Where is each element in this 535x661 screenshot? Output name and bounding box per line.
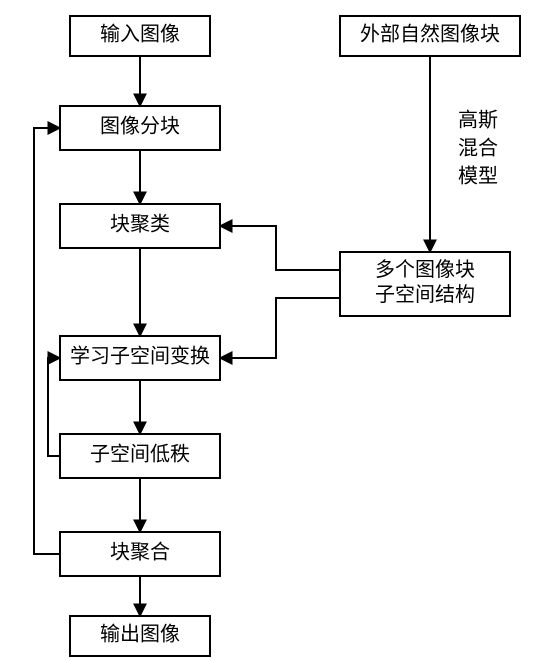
node-n_split: 图像分块: [60, 106, 220, 150]
edge-label: 模型: [458, 165, 498, 188]
node-n_cluster: 块聚类: [60, 204, 220, 248]
edge: [220, 298, 340, 358]
node-label: 学习子空间变换: [70, 345, 210, 368]
edge-label: 高斯: [458, 109, 498, 132]
node-label: 子空间结构: [375, 283, 475, 306]
node-n_output: 输出图像: [70, 616, 210, 656]
node-n_learn: 学习子空间变换: [60, 336, 220, 380]
node-n_sub: 多个图像块子空间结构: [340, 252, 510, 316]
node-label: 外部自然图像块: [360, 23, 500, 46]
node-n_merge: 块聚合: [60, 532, 220, 576]
node-n_ext: 外部自然图像块: [340, 16, 520, 56]
edge: [48, 358, 60, 456]
node-label: 子空间低秩: [90, 443, 190, 466]
edge-label: 混合: [458, 137, 498, 160]
node-label: 块聚类: [110, 213, 170, 236]
edge: [34, 128, 60, 554]
node-n_lowrank: 子空间低秩: [60, 434, 220, 478]
node-label: 输出图像: [100, 623, 180, 646]
node-label: 输入图像: [100, 23, 180, 46]
node-n_input: 输入图像: [70, 16, 210, 56]
node-label: 多个图像块: [375, 258, 475, 281]
edge: [220, 226, 340, 270]
node-label: 块聚合: [110, 541, 170, 564]
node-label: 图像分块: [100, 115, 180, 138]
nodes-layer: 输入图像图像分块块聚类学习子空间变换子空间低秩块聚合输出图像 外部自然图像块多个图…: [60, 16, 520, 656]
